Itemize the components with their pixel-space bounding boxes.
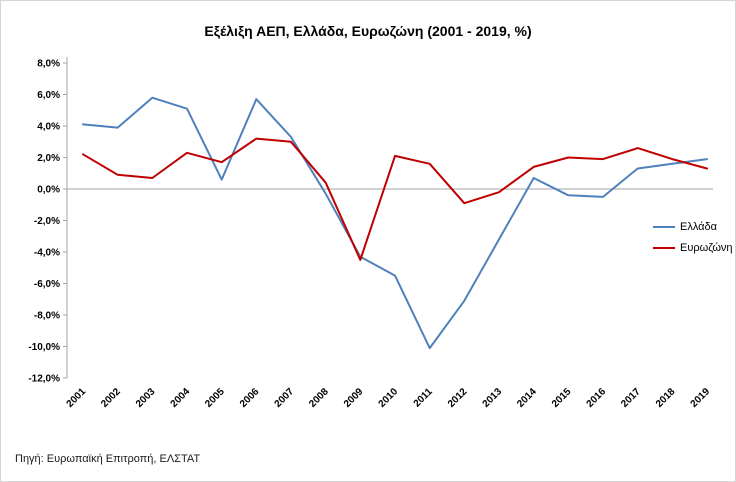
svg-text:2004: 2004 — [169, 386, 193, 410]
legend-item-eurozone: Ευρωζώνη — [653, 242, 733, 254]
svg-text:2017: 2017 — [619, 386, 643, 410]
svg-text:2,0%: 2,0% — [37, 153, 60, 164]
svg-text:2009: 2009 — [342, 386, 366, 410]
svg-text:-6,0%: -6,0% — [34, 279, 60, 290]
svg-text:2011: 2011 — [412, 386, 435, 409]
svg-text:2003: 2003 — [134, 386, 158, 410]
svg-text:2018: 2018 — [654, 386, 678, 410]
legend-line-greece — [653, 226, 675, 228]
svg-text:6,0%: 6,0% — [37, 90, 60, 101]
source-note: Πηγή: Ευρωπαϊκή Επιτροπή, ΕΛΣΤΑΤ — [15, 453, 201, 465]
svg-text:4,0%: 4,0% — [37, 122, 60, 133]
svg-text:2016: 2016 — [585, 386, 609, 410]
svg-text:0,0%: 0,0% — [37, 185, 60, 196]
legend-label-greece: Ελλάδα — [680, 221, 718, 233]
svg-text:2002: 2002 — [99, 386, 123, 410]
svg-text:2007: 2007 — [273, 386, 297, 410]
svg-text:2013: 2013 — [481, 386, 505, 410]
svg-text:2008: 2008 — [307, 386, 331, 410]
svg-text:2005: 2005 — [203, 386, 227, 410]
svg-text:-12,0%: -12,0% — [28, 374, 60, 385]
svg-text:2010: 2010 — [377, 386, 401, 410]
chart-title: Εξέλιξη ΑΕΠ, Ελλάδα, Ευρωζώνη (2001 - 20… — [204, 23, 532, 39]
svg-text:-10,0%: -10,0% — [28, 342, 60, 353]
svg-text:-8,0%: -8,0% — [34, 311, 60, 322]
svg-text:-2,0%: -2,0% — [34, 216, 60, 227]
legend-line-eurozone — [653, 247, 675, 249]
svg-text:2006: 2006 — [238, 386, 262, 410]
svg-text:2014: 2014 — [515, 386, 539, 410]
legend-item-greece: Ελλάδα — [653, 221, 733, 233]
svg-text:2019: 2019 — [689, 386, 713, 410]
legend-label-eurozone: Ευρωζώνη — [680, 242, 733, 254]
svg-text:8,0%: 8,0% — [37, 59, 60, 70]
svg-text:-4,0%: -4,0% — [34, 248, 60, 259]
svg-text:2001: 2001 — [65, 386, 89, 410]
svg-text:2012: 2012 — [446, 386, 470, 410]
legend: Ελλάδα Ευρωζώνη — [653, 221, 733, 254]
svg-text:2015: 2015 — [550, 386, 574, 410]
